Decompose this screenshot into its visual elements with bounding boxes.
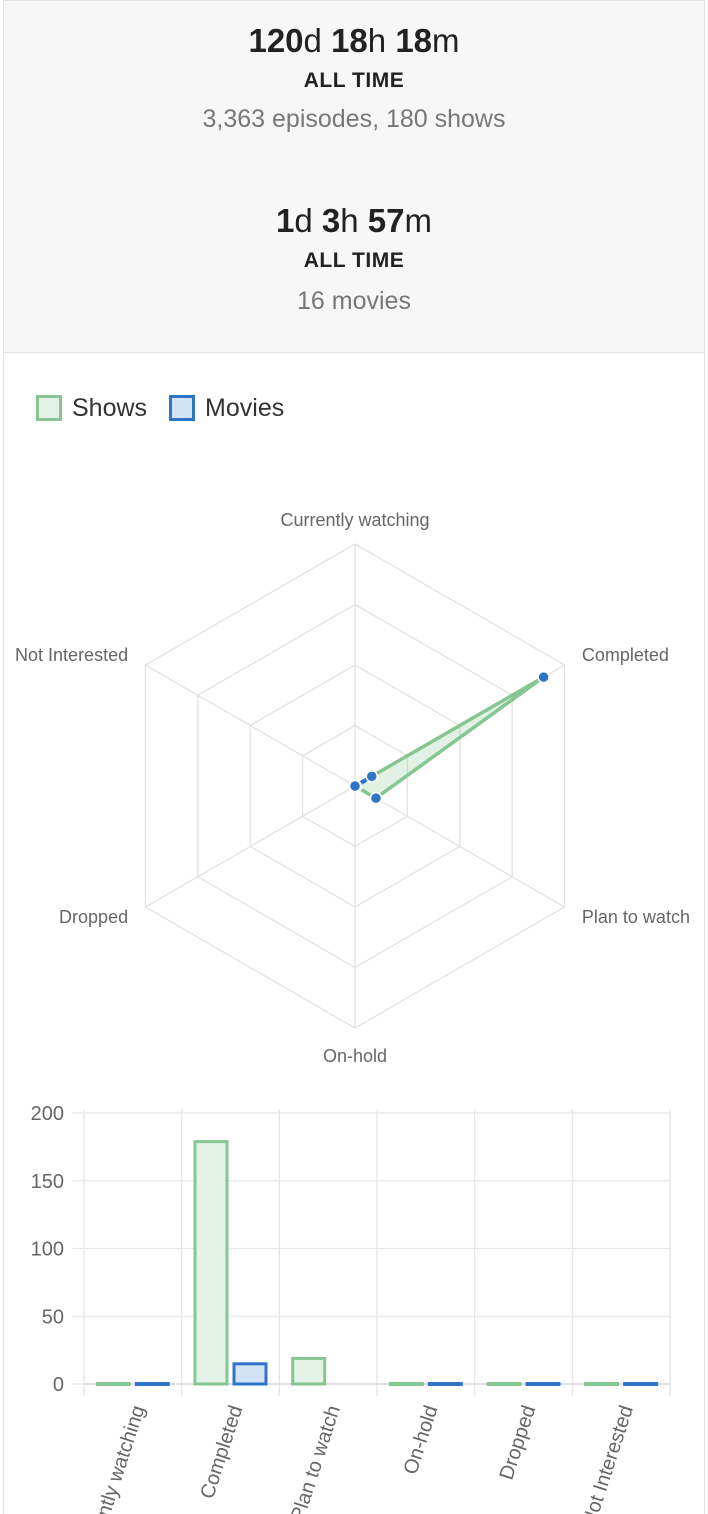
x-tick-label-on-hold: On-hold [400,1403,443,1477]
y-tick-label: 200 [31,1103,64,1125]
movies-minutes-unit: m [404,202,433,239]
shows-duration: 120d 18h 18m [4,21,704,61]
shows-time-card: 120d 18h 18m ALL TIME 3,363 episodes, 18… [4,0,704,172]
radar-point-shows-plan-to-watch[interactable] [369,791,383,805]
x-tick-label-not-interested: Not Interested [578,1403,638,1514]
bar-movies-completed[interactable] [232,1362,268,1386]
x-tick-label-dropped: Dropped [496,1403,541,1483]
legend-swatch-shows [36,395,62,421]
movies-hours-unit: h [340,202,359,239]
bar-grid [72,1109,671,1396]
radar-series-shows [353,675,546,800]
right-border [704,0,705,1514]
radar-point-movies-not-interested[interactable] [348,779,362,793]
radar-spoke [145,785,356,908]
shows-detail: 3,363 episodes, 180 shows [202,105,506,133]
legend-item-movies[interactable]: Movies [169,394,284,423]
legend-label-movies: Movies [205,393,285,422]
chart-legend: Shows Movies [36,390,306,426]
movies-minutes-value: 57 [367,202,405,239]
bar-chart: 0 50 100 150 200 Currently watching Completed P… [31,1103,671,1514]
shows-hours-unit: h [367,22,387,59]
y-tick-label: 50 [42,1306,64,1328]
radar-chart: Currently watching Completed Plan to watch… [15,510,690,1066]
radar-spoke [354,785,565,908]
movies-hours-value: 3 [321,202,341,239]
y-tick-label: 0 [53,1374,64,1396]
movies-days-unit: d [294,202,313,239]
movies-duration: 1d 3h 57m [4,201,704,241]
shows-days-unit: d [303,22,322,59]
radar-spoke [145,664,356,787]
y-tick-label: 150 [31,1171,64,1193]
y-tick-label: 100 [31,1239,64,1261]
shows-period-label: ALL TIME [303,69,405,92]
radar-label-completed: Completed [582,645,669,665]
radar-label-on-hold: On-hold [323,1046,387,1066]
x-tick-label-currently-watching: Currently watching [77,1403,149,1514]
radar-label-currently-watching: Currently watching [280,510,429,530]
radar-area-shows [353,675,546,800]
radar-label-not-interested: Not Interested [15,645,128,665]
movies-time-card: 1d 3h 57m ALL TIME 16 movies [4,171,704,353]
shows-minutes-unit: m [432,22,460,59]
bar-shows-plan-to-watch[interactable] [291,1356,327,1386]
radar-grid [144,543,566,1029]
x-tick-label-completed: Completed [196,1403,247,1502]
legend-label-shows: Shows [72,393,148,422]
x-tick-label-plan-to-watch: Plan to watch [287,1403,345,1514]
movies-period-label: ALL TIME [303,249,405,272]
movies-detail: 16 movies [297,287,411,315]
legend-swatch-movies [169,395,196,421]
movies-days-value: 1 [276,202,295,239]
shows-minutes-value: 18 [395,22,433,59]
radar-label-dropped: Dropped [59,907,128,927]
radar-point-movies-completed[interactable] [365,770,379,783]
shows-days-value: 120 [248,22,304,59]
radar-point-shows-completed[interactable] [537,670,550,684]
left-border [3,0,4,1514]
radar-label-plan-to-watch: Plan to watch [582,907,690,927]
legend-item-shows[interactable]: Shows [36,394,147,423]
bar-shows-completed[interactable] [193,1140,229,1386]
shows-hours-value: 18 [331,22,368,59]
